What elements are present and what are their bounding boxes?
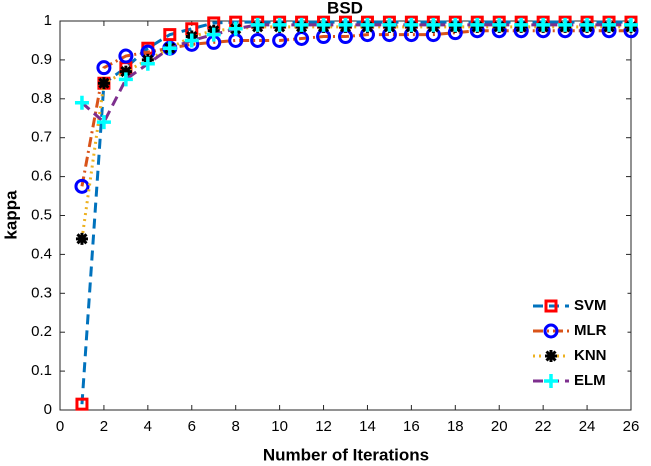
marker [119, 65, 132, 78]
marker [97, 77, 110, 90]
marker [294, 17, 309, 32]
marker [624, 17, 638, 32]
x-tick-label: 24 [579, 418, 596, 435]
x-tick-label: 18 [447, 418, 464, 435]
legend-marker [545, 350, 557, 362]
marker [75, 397, 89, 411]
marker [74, 178, 90, 194]
legend: SVM MLR KNN ELM [526, 289, 628, 399]
legend-label: KNN [574, 347, 607, 364]
marker [470, 17, 485, 32]
x-tick-label: 26 [623, 418, 640, 435]
x-tick-label: 16 [403, 418, 420, 435]
x-tick-label: 12 [315, 418, 332, 435]
marker [96, 115, 111, 130]
marker [360, 17, 375, 32]
x-axis-label: Number of Iterations [263, 445, 429, 464]
y-tick-label: 1 [44, 12, 52, 29]
marker [404, 17, 419, 32]
marker [206, 27, 221, 42]
marker [338, 17, 353, 32]
marker [74, 95, 89, 110]
marker [272, 17, 287, 32]
marker [382, 17, 397, 32]
marker [163, 28, 177, 42]
y-tick-label: 0.6 [31, 168, 52, 185]
x-tick-label: 14 [359, 418, 376, 435]
marker [140, 56, 155, 71]
y-tick-label: 0.5 [31, 206, 52, 223]
y-tick-label: 0.2 [31, 323, 52, 340]
marker [602, 17, 617, 32]
y-tick-label: 0.3 [31, 284, 52, 301]
x-tick-label: 20 [491, 418, 508, 435]
marker [492, 17, 507, 32]
marker [558, 17, 573, 32]
marker [448, 17, 463, 32]
marker [514, 17, 529, 32]
marker [250, 17, 265, 32]
marker [75, 232, 88, 245]
x-tick-label: 0 [56, 418, 64, 435]
x-tick-label: 8 [232, 418, 240, 435]
chart-title: BSD [327, 0, 363, 17]
marker [426, 17, 441, 32]
legend-label: ELM [574, 372, 606, 389]
marker [118, 48, 134, 64]
legend-box [526, 289, 628, 399]
y-tick-label: 0.9 [31, 51, 52, 68]
y-tick-label: 0.1 [31, 362, 52, 379]
marker [118, 72, 133, 87]
marker [162, 41, 177, 56]
x-tick-label: 10 [271, 418, 288, 435]
marker [580, 17, 595, 32]
marker [250, 32, 266, 48]
marker [272, 32, 288, 48]
legend-marker [544, 299, 558, 313]
legend-label: MLR [574, 322, 607, 339]
x-tick-label: 4 [144, 418, 152, 435]
y-tick-label: 0.4 [31, 245, 52, 262]
y-tick-label: 0.7 [31, 129, 52, 146]
marker [184, 33, 199, 48]
x-tick-label: 6 [188, 418, 196, 435]
x-tick-label: 22 [535, 418, 552, 435]
legend-marker [543, 323, 559, 339]
x-tick-label: 2 [100, 418, 108, 435]
y-tick-label: 0 [44, 401, 52, 418]
legend-marker [544, 374, 558, 388]
marker [536, 17, 551, 32]
legend-label: SVM [574, 297, 607, 314]
marker [228, 21, 243, 36]
marker [316, 17, 331, 32]
y-axis-label: kappa [1, 190, 20, 240]
marker [96, 60, 112, 76]
y-tick-label: 0.8 [31, 90, 52, 107]
